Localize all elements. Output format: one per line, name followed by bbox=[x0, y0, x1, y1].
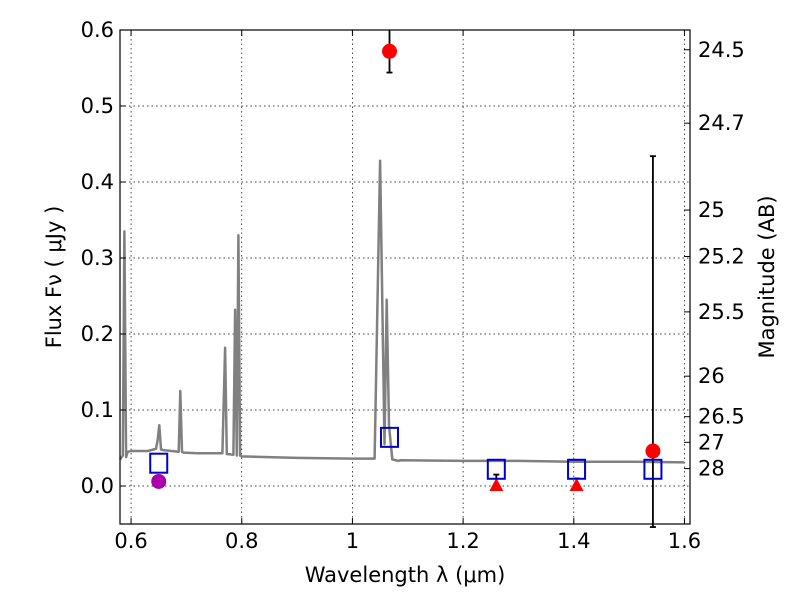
plot-frame bbox=[119, 29, 691, 525]
model-spectrum-line bbox=[118, 159, 685, 464]
y-tick-label: 0.3 bbox=[81, 246, 114, 270]
data-point-square bbox=[380, 426, 400, 448]
x-tick-label: 1 bbox=[346, 529, 359, 553]
plot-area bbox=[120, 30, 690, 524]
data-point-square bbox=[643, 458, 663, 480]
right-tick-label: 26 bbox=[698, 364, 725, 388]
y-tick-label: 0.4 bbox=[81, 170, 114, 194]
right-tick-label: 26.5 bbox=[698, 405, 745, 429]
data-point-square bbox=[149, 452, 169, 474]
data-point-circle bbox=[645, 443, 661, 459]
x-tick-label: 0.6 bbox=[114, 529, 147, 553]
data-point-triangle bbox=[489, 478, 504, 491]
right-tick-label: 24.5 bbox=[698, 38, 745, 62]
data-point-square bbox=[567, 458, 587, 480]
right-tick-label: 24.7 bbox=[698, 111, 745, 135]
y-tick-label: 0.0 bbox=[81, 474, 114, 498]
plot-content bbox=[118, 30, 685, 528]
x-tick-label: 1.6 bbox=[668, 529, 701, 553]
y-tick-label: 0.1 bbox=[81, 398, 114, 422]
data-point-triangle bbox=[569, 478, 584, 491]
x-tick-label: 1.2 bbox=[446, 529, 479, 553]
y-tick-label: 0.6 bbox=[81, 18, 114, 42]
data-point-square bbox=[486, 458, 506, 480]
right-tick-label: 28 bbox=[698, 457, 725, 481]
error-bar bbox=[649, 155, 656, 528]
right-tick-label: 25.2 bbox=[698, 244, 745, 268]
y-axis-label: Flux Fν ( μJy ) bbox=[42, 206, 66, 349]
x-axis-label: Wavelength λ (μm) bbox=[305, 563, 506, 587]
data-point-circle bbox=[151, 473, 167, 489]
right-tick-label: 27 bbox=[698, 430, 725, 454]
y-tick-label: 0.2 bbox=[81, 322, 114, 346]
data-point-circle bbox=[382, 43, 398, 59]
right-axis-label: Magnitude (AB) bbox=[755, 195, 779, 358]
x-tick-label: 0.8 bbox=[225, 529, 258, 553]
y-tick-label: 0.5 bbox=[81, 94, 114, 118]
axis-ticks: 0.6 0.8 1 1.2 1.4 1.6 0.0 0.1 0.2 0.3 0.4 0.5 0.6 24.… bbox=[81, 18, 745, 553]
right-tick-label: 25.5 bbox=[698, 300, 745, 324]
x-tick-label: 1.4 bbox=[557, 529, 590, 553]
right-tick-label: 25 bbox=[698, 198, 725, 222]
